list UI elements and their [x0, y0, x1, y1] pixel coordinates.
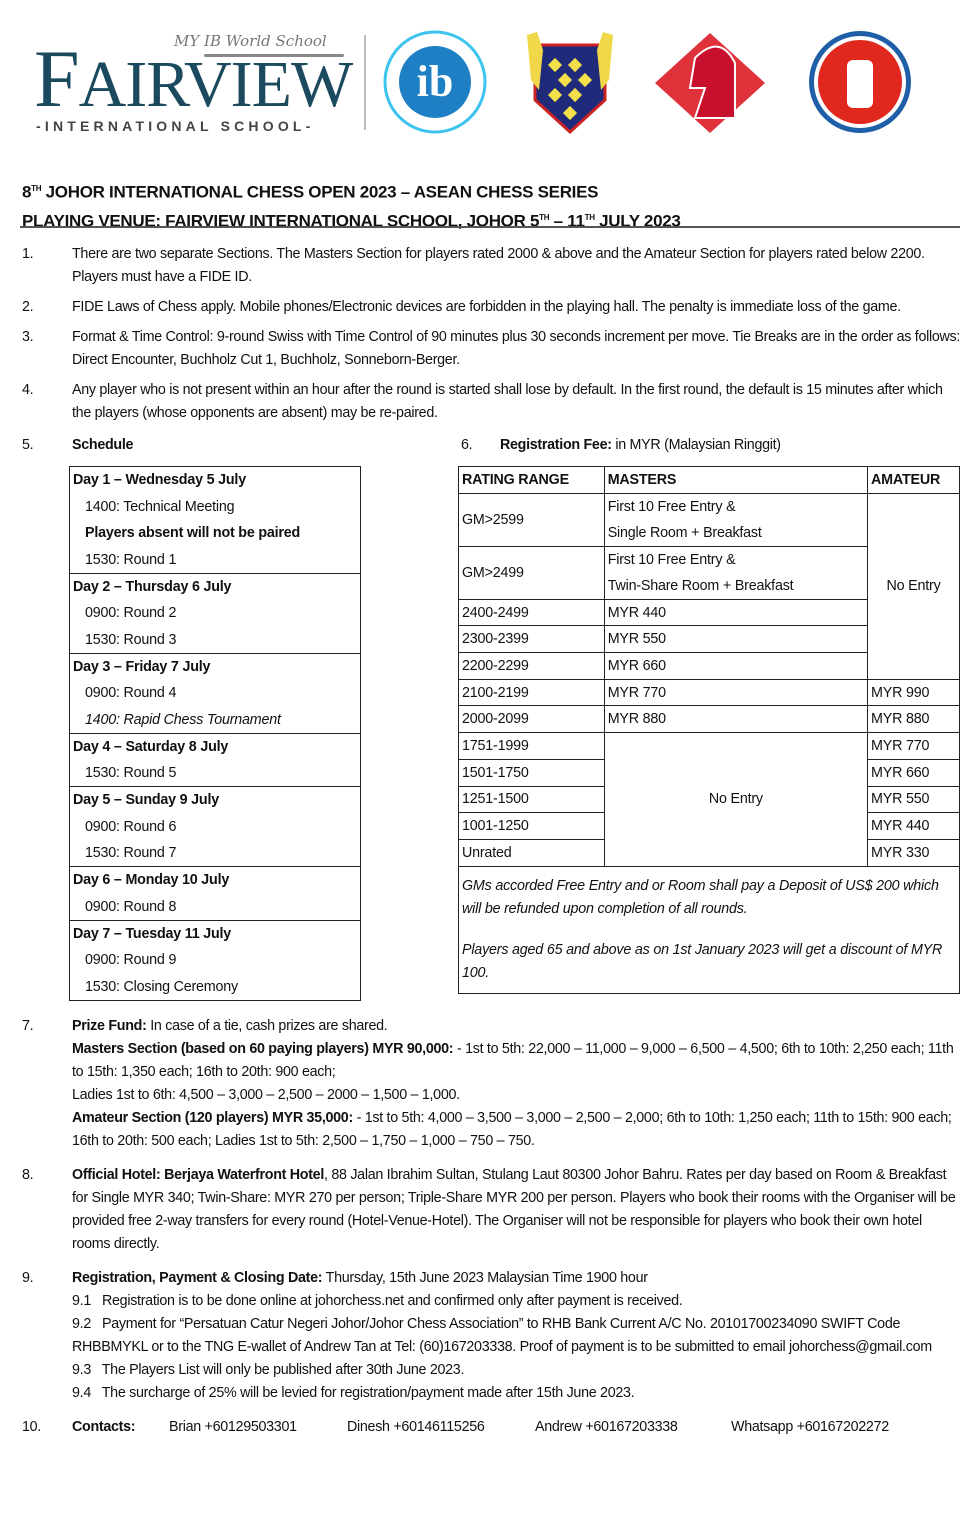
- rule-item-4: 4. Any player who is not present within a…: [22, 382, 943, 421]
- asean-chess-confederation-logo: [809, 31, 911, 133]
- schedule-and-fee-section: 5. Schedule Day 1 – Wednesday 5 July 1400:…: [22, 434, 962, 1001]
- title-rule: [20, 226, 960, 228]
- schedule-event-row: 0900: Round 6: [69, 813, 361, 841]
- schedule-entry: Day 4 – Saturday 8 July: [73, 738, 229, 755]
- rule-item-2: 2. FIDE Laws of Chess apply. Mobile phone…: [22, 299, 901, 315]
- schedule-entry: 0900: Round 2: [85, 605, 177, 622]
- tagline-underline: [204, 54, 344, 57]
- registration-fee-table: RATING RANGE MASTERS AMATEUR GM>2599 First …: [458, 466, 960, 994]
- gm-deposit-note: GMs accorded Free Entry and or Room shal…: [462, 877, 939, 917]
- schedule-event-row: 0900: Round 2: [69, 599, 361, 627]
- fee-row-gm2499: GM>2499 First 10 Free Entry & Twin-Share R…: [458, 545, 960, 600]
- fee-notes-row: GMs accorded Free Entry and or Room shal…: [458, 865, 960, 994]
- schedule-event-row: Players absent will not be paired: [69, 519, 361, 547]
- schedule-event-row: 0900: Round 4: [69, 680, 361, 707]
- schedule-entry: 1400: Technical Meeting: [85, 498, 235, 515]
- fairview-logo: MY IB World School FAIRVIEW -INTERNATION…: [34, 30, 354, 140]
- fee-row: 2400-2499 MYR 440: [458, 598, 960, 627]
- fee-row: 2300-2399 MYR 550: [458, 625, 960, 654]
- schedule-entry: 1530: Round 7: [85, 845, 177, 862]
- school-name: FAIRVIEW: [34, 33, 354, 130]
- schedule-entry: Day 2 – Thursday 6 July: [73, 578, 232, 595]
- fee-row: 2000-2099 MYR 880 MYR 880: [458, 705, 960, 734]
- schedule-column: 5. Schedule Day 1 – Wednesday 5 July 1400:…: [22, 434, 458, 1001]
- fee-row-gm2599: GM>2599 First 10 Free Entry & Single Room …: [458, 492, 960, 680]
- fee-row: 1001-1250 MYR 440: [458, 812, 960, 840]
- schedule-entry: 0900: Round 6: [85, 818, 177, 835]
- schedule-entry: 1530: Closing Ceremony: [85, 978, 238, 995]
- document-body: 1. There are two separate Sections. The M…: [22, 243, 962, 1446]
- schedule-table: Day 1 – Wednesday 5 July 1400: Technical …: [69, 466, 361, 1001]
- fee-header-row: RATING RANGE MASTERS AMATEUR: [458, 466, 960, 494]
- contact-andrew[interactable]: Andrew +60167203338: [535, 1418, 678, 1435]
- schedule-entry: 1530: Round 3: [85, 631, 177, 648]
- schedule-event-row: 1530: Round 3: [69, 626, 361, 654]
- schedule-event-row: 0900: Round 8: [69, 893, 361, 921]
- schedule-event-row: 1400: Rapid Chess Tournament: [69, 706, 361, 734]
- schedule-entry: 1400: Rapid Chess Tournament: [85, 711, 281, 728]
- johor-chess-association-crest: [527, 32, 613, 135]
- registration-payment: 9. Registration, Payment & Closing Date: …: [22, 1269, 932, 1401]
- fee-row: 1501-1750 MYR 660: [458, 758, 960, 787]
- title-line-2: PLAYING VENUE: FAIRVIEW INTERNATIONAL SC…: [22, 211, 681, 231]
- schedule-day-row: Day 7 – Tuesday 11 July: [69, 919, 361, 947]
- contact-dinesh[interactable]: Dinesh +60146115256: [347, 1418, 485, 1435]
- title-line-1: 8TH JOHOR INTERNATIONAL CHESS OPEN 2023 …: [22, 182, 599, 202]
- school-name-initial: F: [34, 33, 80, 124]
- fee-row: 2200-2299 MYR 660: [458, 652, 960, 680]
- contact-brian[interactable]: Brian +60129503301: [169, 1418, 297, 1435]
- schedule-event-row: 1530: Round 5: [69, 760, 361, 788]
- prize-fund: 7. Prize Fund: In case of a tie, cash pri…: [22, 1017, 954, 1149]
- schedule-entry: 0900: Round 8: [85, 898, 177, 915]
- fee-row: 2100-2199 MYR 770 MYR 990: [458, 678, 960, 707]
- amateur-no-entry: No Entry: [867, 492, 960, 680]
- schedule-day-row: Day 1 – Wednesday 5 July: [69, 466, 361, 494]
- school-name-rest: AIRVIEW: [78, 48, 354, 121]
- schedule-event-row: 1530: Round 1: [69, 546, 361, 574]
- schedule-entry: Day 3 – Friday 7 July: [73, 658, 211, 675]
- logo-divider: [364, 35, 366, 130]
- schedule-day-row: Day 2 – Thursday 6 July: [69, 572, 361, 600]
- schedule-event-row: 1530: Round 7: [69, 840, 361, 868]
- school-tagline: MY IB World School: [174, 32, 327, 50]
- fee-row: 1251-1500 MYR 550: [458, 785, 960, 814]
- schedule-entry: Day 1 – Wednesday 5 July: [73, 472, 246, 489]
- schedule-entry: Players absent will not be paired: [85, 525, 301, 542]
- schedule-entry: 0900: Round 4: [85, 685, 177, 702]
- schedule-day-row: Day 6 – Monday 10 July: [69, 866, 361, 894]
- contacts: 10. Contacts: Brian +60129503301 Dinesh +60…: [22, 1416, 962, 1439]
- fee-heading: 6. Registration Fee: in MYR (Malaysian Ri…: [461, 437, 781, 453]
- schedule-entry: 0900: Round 9: [85, 952, 177, 969]
- fee-row: 1751-1999 No Entry MYR 770: [458, 732, 960, 867]
- schedule-day-row: Day 4 – Saturday 8 July: [69, 732, 361, 761]
- schedule-entry: Day 5 – Sunday 9 July: [73, 792, 219, 809]
- schedule-day-row: Day 5 – Sunday 9 July: [69, 786, 361, 814]
- fee-row: Unrated MYR 330: [458, 838, 960, 867]
- schedule-entry: 1530: Round 5: [85, 765, 177, 782]
- schedule-day-row: Day 3 – Friday 7 July: [69, 652, 361, 680]
- schedule-entry: Day 6 – Monday 10 July: [73, 872, 230, 889]
- rule-item-3: 3. Format & Time Control: 9-round Swiss w…: [22, 329, 961, 368]
- schedule-entry: 1530: Round 1: [85, 551, 177, 568]
- masters-no-entry: No Entry: [603, 732, 869, 867]
- contact-whatsapp[interactable]: Whatsapp +60167202272: [731, 1418, 889, 1435]
- ib-logo-text: ib: [417, 57, 454, 106]
- schedule-event-row: 0900: Round 9: [69, 946, 361, 974]
- rule-item-1: 1. There are two separate Sections. The M…: [22, 246, 925, 285]
- chess-knight-logo: [655, 33, 765, 133]
- schedule-entry: Day 7 – Tuesday 11 July: [73, 925, 232, 942]
- schedule-heading: 5. Schedule: [22, 437, 134, 453]
- fee-column: 6. Registration Fee: in MYR (Malaysian Ri…: [458, 434, 960, 994]
- schedule-event-row: 1530: Closing Ceremony: [69, 973, 361, 1001]
- ib-logo: ib: [383, 30, 487, 134]
- document-title: 8TH JOHOR INTERNATIONAL CHESS OPEN 2023 …: [22, 176, 681, 233]
- schedule-event-row: 1400: Technical Meeting: [69, 493, 361, 520]
- senior-discount-note: Players aged 65 and above as on 1st Janu…: [462, 941, 943, 981]
- school-subtitle: -INTERNATIONAL SCHOOL-: [36, 118, 315, 134]
- official-hotel: 8. Official Hotel: Berjaya Waterfront Hot…: [22, 1166, 956, 1252]
